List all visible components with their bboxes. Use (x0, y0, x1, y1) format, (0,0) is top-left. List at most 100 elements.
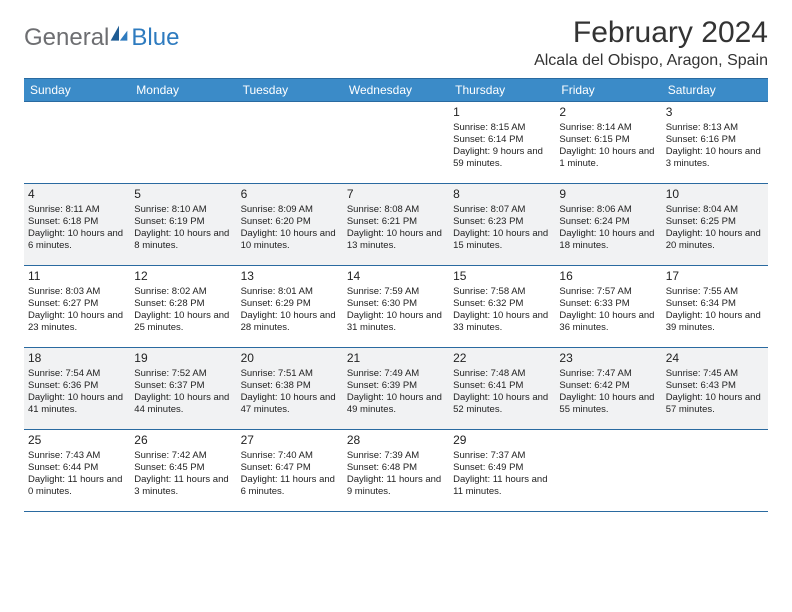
sunrise-line: Sunrise: 8:06 AM (559, 204, 657, 216)
title-block: February 2024 Alcala del Obispo, Aragon,… (534, 16, 768, 70)
day-number: 28 (347, 433, 445, 448)
logo-sail-icon (109, 24, 129, 44)
sunset-line: Sunset: 6:18 PM (28, 216, 126, 228)
calendar-cell (662, 430, 768, 512)
daylight-line: Daylight: 10 hours and 55 minutes. (559, 392, 657, 416)
calendar-cell: 7Sunrise: 8:08 AMSunset: 6:21 PMDaylight… (343, 184, 449, 266)
day-number: 2 (559, 105, 657, 120)
sunset-line: Sunset: 6:39 PM (347, 380, 445, 392)
sunrise-line: Sunrise: 8:10 AM (134, 204, 232, 216)
day-number: 18 (28, 351, 126, 366)
day-number: 23 (559, 351, 657, 366)
sunrise-line: Sunrise: 8:07 AM (453, 204, 551, 216)
sunset-line: Sunset: 6:28 PM (134, 298, 232, 310)
day-number: 29 (453, 433, 551, 448)
sunset-line: Sunset: 6:49 PM (453, 462, 551, 474)
calendar-cell: 24Sunrise: 7:45 AMSunset: 6:43 PMDayligh… (662, 348, 768, 430)
sunset-line: Sunset: 6:20 PM (241, 216, 339, 228)
calendar-week-row: 4 Sunrise: 8:11 AMSunset: 6:18 PM Daylight… (24, 184, 768, 266)
sunrise-line: Sunrise: 7:39 AM (347, 450, 445, 462)
day-number: 8 (453, 187, 551, 202)
calendar-table: Sunday Monday Tuesday Wednesday Thursday… (24, 78, 768, 512)
daylight-line: Daylight: 10 hours and 8 minutes. (134, 228, 232, 252)
sunset-line: Sunset: 6:36 PM (28, 380, 126, 392)
day-header: Tuesday (237, 79, 343, 102)
day-number: 12 (134, 269, 232, 284)
sunset-line: Sunset: 6:33 PM (559, 298, 657, 310)
day-number: 15 (453, 269, 551, 284)
calendar-body: 1Sunrise: 8:15 AMSunset: 6:14 PMDaylight… (24, 102, 768, 512)
sunrise-line: Sunrise: 7:49 AM (347, 368, 445, 380)
calendar-cell: 26Sunrise: 7:42 AMSunset: 6:45 PMDayligh… (130, 430, 236, 512)
sunrise-line: Sunrise: 8:09 AM (241, 204, 339, 216)
location-subtitle: Alcala del Obispo, Aragon, Spain (534, 52, 768, 70)
calendar-cell: 29Sunrise: 7:37 AMSunset: 6:49 PMDayligh… (449, 430, 555, 512)
day-number: 7 (347, 187, 445, 202)
sunrise-line: Sunrise: 7:58 AM (453, 286, 551, 298)
day-number: 19 (134, 351, 232, 366)
daylight-line: Daylight: 10 hours and 41 minutes. (28, 392, 126, 416)
calendar-cell (237, 102, 343, 184)
calendar-cell: 15Sunrise: 7:58 AMSunset: 6:32 PMDayligh… (449, 266, 555, 348)
day-header-row: Sunday Monday Tuesday Wednesday Thursday… (24, 79, 768, 102)
day-header: Thursday (449, 79, 555, 102)
daylight-line: Daylight: 10 hours and 18 minutes. (559, 228, 657, 252)
sunrise-line: Sunrise: 7:42 AM (134, 450, 232, 462)
sunrise-line: Sunrise: 8:11 AM (28, 204, 126, 216)
calendar-cell: 10Sunrise: 8:04 AMSunset: 6:25 PMDayligh… (662, 184, 768, 266)
daylight-line: Daylight: 11 hours and 3 minutes. (134, 474, 232, 498)
daylight-line: Daylight: 11 hours and 0 minutes. (28, 474, 126, 498)
day-number: 3 (666, 105, 764, 120)
calendar-cell: 2 Sunrise: 8:14 AMSunset: 6:15 PMDaylight… (555, 102, 661, 184)
sunrise-line: Sunrise: 7:51 AM (241, 368, 339, 380)
sunset-line: Sunset: 6:16 PM (666, 134, 764, 146)
calendar-cell (555, 430, 661, 512)
daylight-line: Daylight: 11 hours and 9 minutes. (347, 474, 445, 498)
calendar-cell: 8Sunrise: 8:07 AMSunset: 6:23 PMDaylight… (449, 184, 555, 266)
sunrise-line: Sunrise: 8:14 AM (559, 122, 657, 134)
calendar-cell: 13Sunrise: 8:01 AMSunset: 6:29 PMDayligh… (237, 266, 343, 348)
sunrise-line: Sunrise: 8:04 AM (666, 204, 764, 216)
sunrise-line: Sunrise: 8:08 AM (347, 204, 445, 216)
sunrise-line: Sunrise: 7:52 AM (134, 368, 232, 380)
day-header: Friday (555, 79, 661, 102)
page-header: General Blue February 2024 Alcala del Ob… (24, 16, 768, 70)
daylight-line: Daylight: 10 hours and 57 minutes. (666, 392, 764, 416)
daylight-line: Daylight: 10 hours and 25 minutes. (134, 310, 232, 334)
sunrise-line: Sunrise: 8:03 AM (28, 286, 126, 298)
daylight-line: Daylight: 10 hours and 1 minute. (559, 146, 657, 170)
calendar-cell: 20Sunrise: 7:51 AMSunset: 6:38 PMDayligh… (237, 348, 343, 430)
day-header: Sunday (24, 79, 130, 102)
daylight-line: Daylight: 10 hours and 36 minutes. (559, 310, 657, 334)
logo: General Blue (24, 24, 179, 52)
sunset-line: Sunset: 6:14 PM (453, 134, 551, 146)
sunset-line: Sunset: 6:38 PM (241, 380, 339, 392)
sunset-line: Sunset: 6:45 PM (134, 462, 232, 474)
daylight-line: Daylight: 10 hours and 20 minutes. (666, 228, 764, 252)
calendar-week-row: 1Sunrise: 8:15 AMSunset: 6:14 PMDaylight… (24, 102, 768, 184)
calendar-cell: 17Sunrise: 7:55 AMSunset: 6:34 PMDayligh… (662, 266, 768, 348)
daylight-line: Daylight: 10 hours and 49 minutes. (347, 392, 445, 416)
daylight-line: Daylight: 9 hours and 59 minutes. (453, 146, 551, 170)
sunset-line: Sunset: 6:15 PM (559, 134, 657, 146)
daylight-line: Daylight: 10 hours and 44 minutes. (134, 392, 232, 416)
sunrise-line: Sunrise: 7:40 AM (241, 450, 339, 462)
day-number: 6 (241, 187, 339, 202)
day-header: Saturday (662, 79, 768, 102)
daylight-line: Daylight: 10 hours and 28 minutes. (241, 310, 339, 334)
sunset-line: Sunset: 6:24 PM (559, 216, 657, 228)
logo-word-1: General (24, 24, 109, 52)
daylight-line: Daylight: 10 hours and 33 minutes. (453, 310, 551, 334)
sunset-line: Sunset: 6:44 PM (28, 462, 126, 474)
day-number: 10 (666, 187, 764, 202)
day-number: 5 (134, 187, 232, 202)
day-number: 22 (453, 351, 551, 366)
sunrise-line: Sunrise: 8:01 AM (241, 286, 339, 298)
sunset-line: Sunset: 6:37 PM (134, 380, 232, 392)
sunset-line: Sunset: 6:19 PM (134, 216, 232, 228)
day-number: 4 (28, 187, 126, 202)
daylight-line: Daylight: 10 hours and 23 minutes. (28, 310, 126, 334)
calendar-week-row: 11Sunrise: 8:03 AMSunset: 6:27 PMDayligh… (24, 266, 768, 348)
sunset-line: Sunset: 6:21 PM (347, 216, 445, 228)
day-number: 21 (347, 351, 445, 366)
